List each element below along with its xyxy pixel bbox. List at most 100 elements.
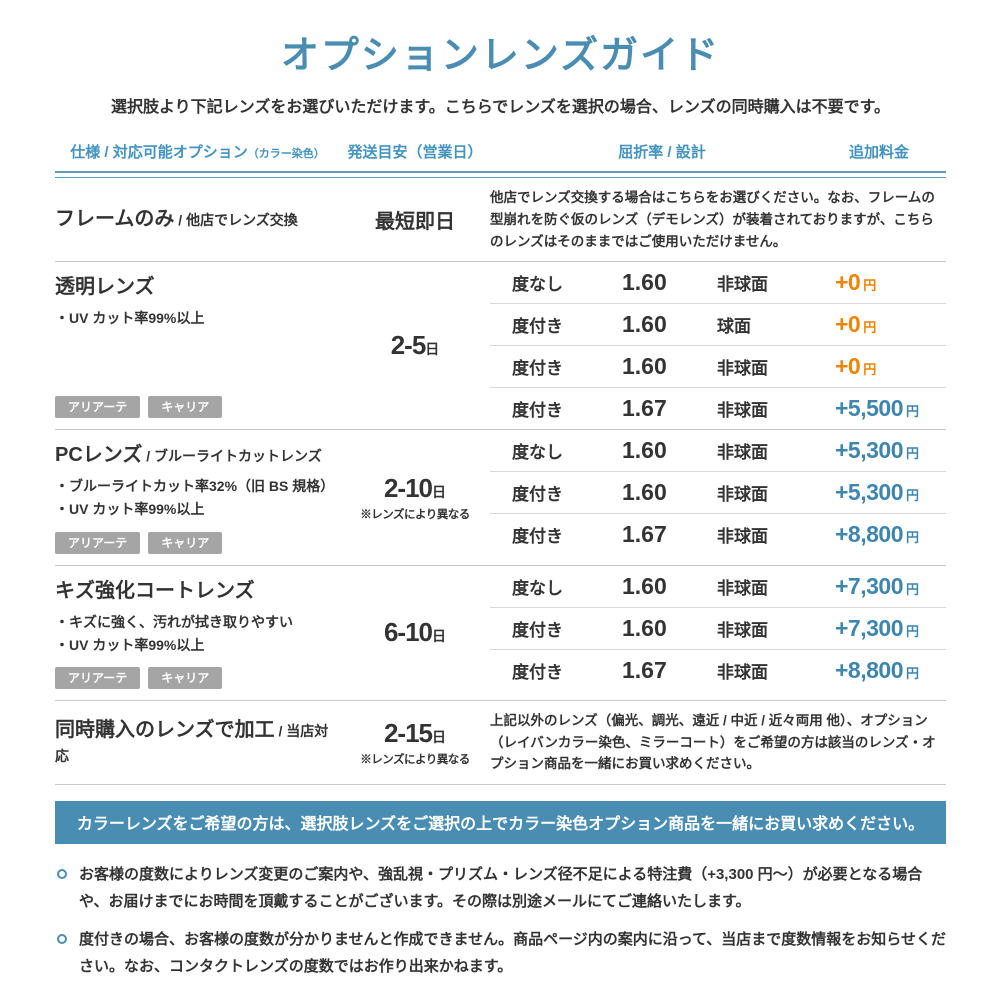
lens-tag: キャリア xyxy=(148,666,223,689)
option-refraction-index: 1.60 xyxy=(622,311,667,338)
lens-option-row: 度付き 1.67 非球面 +5,500 円 xyxy=(490,388,946,429)
options-cell: 度なし 1.60 非球面 +5,300 円度付き 1.60 非球面 +5,300 円度付き 1.6… xyxy=(490,430,946,564)
option-price-unit: 円 xyxy=(906,665,920,681)
lens-name-suffix: / 他店でレンズ交換 xyxy=(174,212,298,229)
feature-item: ・キズに強く、汚れが拭き取りやすい xyxy=(55,613,293,630)
spec-cell: 同時購入のレンズで加工 / 当店対応 xyxy=(55,701,340,785)
option-refraction-index: 1.60 xyxy=(622,572,667,599)
option-refraction-index: 1.60 xyxy=(622,479,667,506)
option-design: 非球面 xyxy=(717,578,768,598)
feature-item: ・UV カット率99%以上 xyxy=(55,310,205,327)
tag-list: アリアーテ キャリア xyxy=(55,522,340,554)
shipping-days-line: 2-10日 xyxy=(384,473,446,504)
shipping-days-line: 最短即日 xyxy=(375,205,455,234)
footnote-text: お客様の度数によりレンズ変更のご案内や、強乱視・プリズム・レンズ径不足による特注… xyxy=(79,866,923,911)
option-price: +0 円 xyxy=(835,311,877,338)
table-row: キズ強化コートレンズ ・キズに強く、汚れが拭き取りやすい ・UV カット率99%以… xyxy=(55,566,946,701)
row-description: 上記以外のレンズ（偏光、調光、遠近 / 中近 / 近々両用 他）、オプション（レ… xyxy=(490,712,936,772)
lens-tag: キャリア xyxy=(148,531,223,554)
lens-name-line: 透明レンズ xyxy=(55,275,340,300)
option-design: 非球面 xyxy=(717,662,768,682)
feature-list: ・ブルーライトカット率32%（旧 BS 規格） ・UV カット率99%以上 xyxy=(55,475,340,521)
lens-name-line: フレームのみ / 他店でレンズ交換 xyxy=(55,207,340,232)
circle-bullet-icon xyxy=(57,869,67,880)
option-price-unit: 円 xyxy=(863,320,877,336)
lens-name-suffix: / ブルーライトカットレンズ xyxy=(142,448,322,465)
option-price-unit: 円 xyxy=(863,362,877,378)
lens-tag: アリアーテ xyxy=(55,396,141,419)
lens-option-row: 度なし 1.60 非球面 +7,300 円 xyxy=(490,566,946,608)
lens-name: PCレンズ xyxy=(55,444,143,467)
option-type: 度付き xyxy=(512,359,563,379)
shipping-note: ※レンズにより異なる xyxy=(360,754,470,767)
option-price: +8,800 円 xyxy=(835,656,920,683)
option-price: +8,800 円 xyxy=(835,521,920,548)
lens-name-line: 同時購入のレンズで加工 / 当店対応 xyxy=(55,718,340,768)
option-design: 非球面 xyxy=(717,275,768,295)
shipping-unit: 日 xyxy=(432,729,447,746)
feature-item: ・UV カット率99%以上 xyxy=(55,636,205,653)
shipping-unit: 日 xyxy=(432,628,447,645)
tag-list: アリアーテ キャリア xyxy=(55,657,340,689)
lens-option-row: 度なし 1.60 非球面 +0 円 xyxy=(490,262,946,305)
option-price-unit: 円 xyxy=(906,530,920,546)
option-price: +5,300 円 xyxy=(835,479,920,506)
options-cell: 度なし 1.60 非球面 +0 円度付き 1.60 球面 +0 円度付き 1.60 非球面 +0 円度付… xyxy=(490,262,946,429)
feature-item: ・ブルーライトカット率32%（旧 BS 規格） xyxy=(55,478,335,495)
header-spec-label: 仕様 / 対応可能オプション xyxy=(70,143,248,161)
shipping-days-line: 2-5日 xyxy=(391,330,440,361)
options-cell: 上記以外のレンズ（偏光、調光、遠近 / 中近 / 近々両用 他）、オプション（レ… xyxy=(490,701,946,785)
table-row: 透明レンズ ・UV カット率99%以上 アリアーテ キャリア 2-5日 度なし 1.… xyxy=(55,262,946,431)
lens-tag: アリアーテ xyxy=(55,531,141,554)
lens-option-row: 度付き 1.67 非球面 +8,800 円 xyxy=(490,514,946,555)
footnote-item: お客様の度数によりレンズ変更のご案内や、強乱視・プリズム・レンズ径不足による特注… xyxy=(55,861,946,915)
option-price: +7,300 円 xyxy=(835,572,920,599)
circle-bullet-icon xyxy=(57,934,67,945)
option-design: 非球面 xyxy=(717,485,768,505)
spec-cell: 透明レンズ ・UV カット率99%以上 アリアーテ キャリア xyxy=(55,262,340,429)
option-refraction-index: 1.60 xyxy=(622,614,667,641)
lens-option-row: 度付き 1.60 非球面 +0 円 xyxy=(490,346,946,389)
footnote-item: 度付きの場合、お客様の度数が分かりませんと作成できません。商品ページ内の案内に沿… xyxy=(55,926,946,980)
lens-option-row: 度付き 1.60 球面 +0 円 xyxy=(490,304,946,347)
shipping-days: 2-10 xyxy=(383,472,433,503)
shipping-days: 2-15 xyxy=(383,718,433,749)
option-refraction-index: 1.67 xyxy=(622,656,667,683)
shipping-unit: 日 xyxy=(425,341,440,358)
header-spec-note: （カラー染色） xyxy=(247,147,325,160)
feature-list: ・キズに強く、汚れが拭き取りやすい ・UV カット率99%以上 xyxy=(55,611,340,657)
option-type: 度付き xyxy=(512,527,563,547)
table-row: PCレンズ / ブルーライトカットレンズ ・ブルーライトカット率32%（旧 BS… xyxy=(55,430,946,566)
table-row: 同時購入のレンズで加工 / 当店対応 2-15日 ※レンズにより異なる 上記以外… xyxy=(55,701,946,786)
header-extra-price: 追加料金 xyxy=(848,143,909,161)
option-refraction-index: 1.60 xyxy=(622,269,667,296)
shipping-cell: 2-5日 xyxy=(340,262,490,429)
header-right-group: 屈折率 / 設計 追加料金 xyxy=(490,141,946,162)
shipping-days: 最短即日 xyxy=(375,211,455,234)
header-double-divider xyxy=(55,170,946,178)
option-refraction-index: 1.60 xyxy=(622,353,667,380)
shipping-days-line: 2-15日 xyxy=(384,718,446,749)
option-refraction-index: 1.60 xyxy=(622,437,667,464)
shipping-days: 2-5 xyxy=(390,330,427,361)
lens-tag: アリアーテ xyxy=(55,666,141,689)
lens-tag: キャリア xyxy=(148,396,223,419)
option-price-unit: 円 xyxy=(906,623,920,639)
lens-name: フレームのみ xyxy=(55,208,175,231)
option-design: 非球面 xyxy=(717,359,768,379)
option-refraction-index: 1.67 xyxy=(622,521,667,548)
shipping-unit: 日 xyxy=(432,483,447,500)
table-header-row: 仕様 / 対応可能オプション（カラー染色） 発送目安（営業日） 屈折率 / 設計… xyxy=(55,141,946,162)
option-price-unit: 円 xyxy=(906,446,920,462)
header-spec: 仕様 / 対応可能オプション（カラー染色） xyxy=(55,141,340,162)
lens-name: キズ強化コートレンズ xyxy=(55,579,255,602)
shipping-cell: 最短即日 xyxy=(340,178,490,262)
page-subtitle: 選択肢より下記レンズをお選びいただけます。こちらでレンズを選択の場合、レンズの同… xyxy=(110,98,891,116)
page-title: オプションレンズガイド xyxy=(280,35,721,77)
option-type: 度付き xyxy=(512,485,563,505)
footnotes: お客様の度数によりレンズ変更のご案内や、強乱視・プリズム・レンズ径不足による特注… xyxy=(55,861,946,980)
tag-list: アリアーテ キャリア xyxy=(55,386,340,419)
shipping-note: ※レンズにより異なる xyxy=(360,508,470,521)
option-price: +7,300 円 xyxy=(835,614,920,641)
